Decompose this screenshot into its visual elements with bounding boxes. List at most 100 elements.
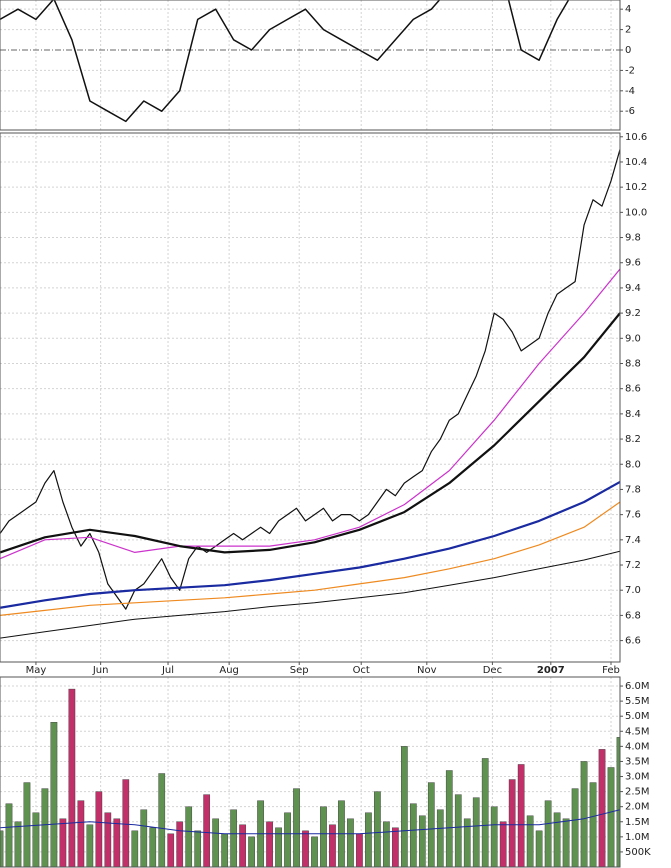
volume-bar xyxy=(544,800,552,867)
volume-bar xyxy=(266,821,273,867)
volume-bar xyxy=(284,812,291,867)
y-tick-label: 7.2 xyxy=(625,560,641,571)
volume-bar xyxy=(104,812,112,867)
volume-bar xyxy=(113,818,121,867)
series-line xyxy=(0,0,570,123)
volume-bar xyxy=(499,821,507,867)
y-tick-label: 4 xyxy=(625,4,631,15)
volume-bar xyxy=(418,815,426,867)
series-line xyxy=(0,149,620,610)
volume-bar xyxy=(86,824,94,867)
volume-bar xyxy=(131,830,139,867)
y-tick-label: -2 xyxy=(625,65,635,76)
panel xyxy=(0,677,620,867)
y-tick-label: 1.5M xyxy=(625,817,650,828)
volume-bar xyxy=(607,767,615,867)
volume-bar xyxy=(158,773,166,867)
x-tick-label: Oct xyxy=(353,665,370,676)
y-tick-label: 3.5M xyxy=(625,756,650,767)
volume-bar xyxy=(571,788,579,867)
y-tick-label: 9.4 xyxy=(625,283,641,294)
volume-bar xyxy=(167,833,175,867)
volume-bar xyxy=(356,833,363,867)
volume-bar xyxy=(374,791,381,867)
volume-bar xyxy=(436,809,444,867)
y-tick-label: 4.0M xyxy=(625,741,650,752)
volume-bar xyxy=(463,818,471,867)
volume-bar xyxy=(185,806,193,867)
series-line xyxy=(0,480,620,609)
y-tick-label: 9.0 xyxy=(625,333,641,344)
y-tick-label: 500K xyxy=(625,847,651,858)
panel xyxy=(0,0,620,130)
panel-frame xyxy=(0,132,621,663)
x-tick-label: Sep xyxy=(290,665,309,676)
volume-bar xyxy=(481,758,489,867)
volume-bar xyxy=(553,812,561,867)
series-line xyxy=(0,312,620,554)
y-tick-label: 10.4 xyxy=(625,157,647,168)
volume-bar xyxy=(562,818,570,867)
y-tick-label: 1.0M xyxy=(625,832,650,843)
volume-bar xyxy=(454,794,462,867)
y-tick-label: 9.6 xyxy=(625,258,641,269)
y-tick-label: -4 xyxy=(625,86,635,97)
volume-bar xyxy=(598,749,606,867)
volume-bar xyxy=(302,830,309,867)
y-tick-label: 8.8 xyxy=(625,358,641,369)
y-tick-label: 2.0M xyxy=(625,802,650,813)
volume-bar xyxy=(212,818,219,867)
x-tick-label: Aug xyxy=(219,665,239,676)
panel-frame xyxy=(0,676,621,868)
y-tick-label: 9.2 xyxy=(625,308,641,319)
volume-bar xyxy=(392,827,399,867)
y-tick-label: 6.8 xyxy=(625,610,641,621)
volume-bar xyxy=(517,764,525,867)
y-tick-label: 7.8 xyxy=(625,484,641,495)
volume-bar xyxy=(122,779,130,867)
volume-bar xyxy=(535,830,543,867)
y-tick-label: 6.0M xyxy=(625,681,650,692)
y-tick-label: 7.4 xyxy=(625,535,641,546)
volume-bar xyxy=(401,746,408,867)
volume-bar xyxy=(616,737,620,867)
y-tick-label: 9.8 xyxy=(625,233,641,244)
y-tick-label: 8.0 xyxy=(625,459,641,470)
x-tick-label: Feb xyxy=(602,665,620,676)
x-tick-label: May xyxy=(26,665,47,676)
y-tick-label: 3.0M xyxy=(625,772,650,783)
y-tick-label: 2.5M xyxy=(625,787,650,798)
volume-bar xyxy=(95,791,103,867)
volume-bar xyxy=(50,722,58,867)
x-tick-label: Nov xyxy=(417,665,437,676)
x-tick-label: Jun xyxy=(92,665,109,676)
volume-bar xyxy=(230,809,237,867)
volume-bar xyxy=(526,815,534,867)
volume-bar xyxy=(490,806,498,867)
volume-bar xyxy=(239,824,246,867)
volume-bar xyxy=(580,761,588,867)
x-tick-label: 2007 xyxy=(537,665,565,676)
volume-bar xyxy=(409,803,417,867)
y-tick-label: 10.6 xyxy=(625,132,647,143)
volume-bar xyxy=(14,821,22,867)
y-tick-label: 5.5M xyxy=(625,696,650,707)
series-line xyxy=(0,268,620,560)
y-tick-label: 10.2 xyxy=(625,182,647,193)
volume-bar xyxy=(347,818,354,867)
volume-bar xyxy=(68,688,76,867)
y-tick-label: 7.6 xyxy=(625,510,641,521)
volume-bar xyxy=(589,782,597,867)
series-line xyxy=(0,501,620,616)
volume-bar xyxy=(77,800,85,867)
volume-bar xyxy=(248,836,255,867)
y-tick-label: 8.4 xyxy=(625,409,641,420)
y-tick-label: 0 xyxy=(625,45,631,56)
volume-bar xyxy=(149,827,157,867)
series-line xyxy=(0,550,620,639)
volume-bar xyxy=(23,782,31,867)
y-tick-label: 8.6 xyxy=(625,384,641,395)
volume-bar xyxy=(0,830,4,867)
volume-bar xyxy=(320,806,327,867)
